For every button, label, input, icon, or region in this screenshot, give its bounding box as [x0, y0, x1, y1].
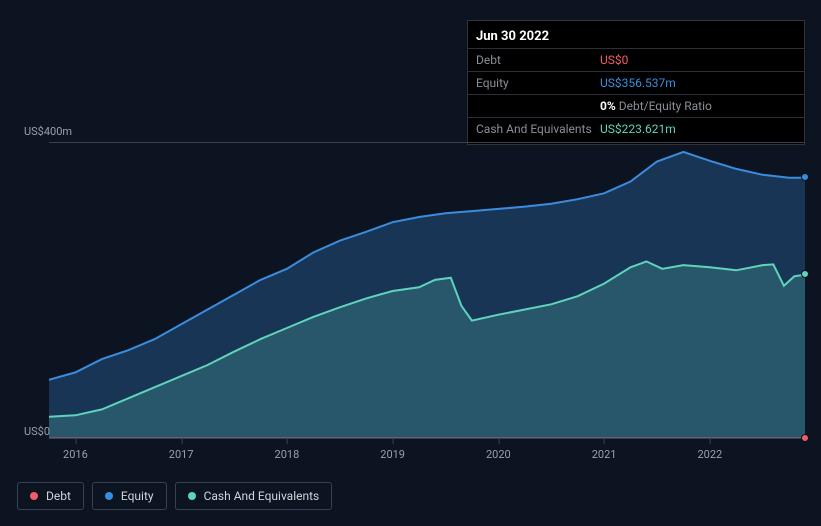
- tooltip-label: [476, 99, 600, 113]
- tooltip-date: Jun 30 2022: [468, 25, 804, 48]
- tooltip-row-ratio: 0% Debt/Equity Ratio: [468, 94, 804, 117]
- legend-label: Cash And Equivalents: [204, 489, 320, 503]
- legend-swatch: [105, 492, 113, 500]
- legend-swatch: [188, 492, 196, 500]
- x-axis-tick: 2021: [592, 448, 617, 461]
- x-axis-tick: 2022: [697, 448, 722, 461]
- chart-legend: Debt Equity Cash And Equivalents: [17, 482, 332, 510]
- tooltip-value: US$0: [600, 53, 628, 67]
- tooltip-row-cash: Cash And Equivalents US$223.621m: [468, 117, 804, 140]
- series-end-marker: [801, 270, 809, 278]
- x-axis-tick: 2020: [486, 448, 511, 461]
- x-axis-tick: 2019: [380, 448, 405, 461]
- x-axis-tick: 2018: [275, 448, 300, 461]
- series-end-marker: [801, 434, 809, 442]
- x-axis-tick: 2016: [63, 448, 88, 461]
- tooltip-label: Equity: [476, 76, 600, 90]
- x-axis: 2016 2017 2018 2019 2020 2021 2022: [49, 448, 805, 468]
- chart-plot-area[interactable]: [49, 142, 805, 438]
- y-axis-label-top: US$400m: [24, 125, 72, 138]
- legend-item-debt[interactable]: Debt: [17, 482, 84, 510]
- chart-svg: [49, 143, 805, 439]
- series-end-marker: [801, 173, 809, 181]
- tooltip-label: Cash And Equivalents: [476, 122, 600, 136]
- legend-label: Equity: [121, 489, 154, 503]
- tooltip-value: US$356.537m: [600, 76, 676, 90]
- y-axis-label-bottom: US$0: [24, 425, 50, 438]
- legend-item-cash[interactable]: Cash And Equivalents: [175, 482, 333, 510]
- tooltip-label: Debt: [476, 53, 600, 67]
- tooltip-row-debt: Debt US$0: [468, 48, 804, 71]
- legend-item-equity[interactable]: Equity: [92, 482, 167, 510]
- legend-swatch: [30, 492, 38, 500]
- chart-container: Jun 30 2022 Debt US$0 Equity US$356.537m…: [0, 0, 821, 526]
- legend-label: Debt: [46, 489, 71, 503]
- tooltip-ratio: 0% Debt/Equity Ratio: [600, 99, 712, 113]
- hover-tooltip: Jun 30 2022 Debt US$0 Equity US$356.537m…: [467, 20, 805, 145]
- x-axis-tick: 2017: [169, 448, 194, 461]
- tooltip-value: US$223.621m: [600, 122, 676, 136]
- x-axis-line: [49, 438, 805, 439]
- tooltip-row-equity: Equity US$356.537m: [468, 71, 804, 94]
